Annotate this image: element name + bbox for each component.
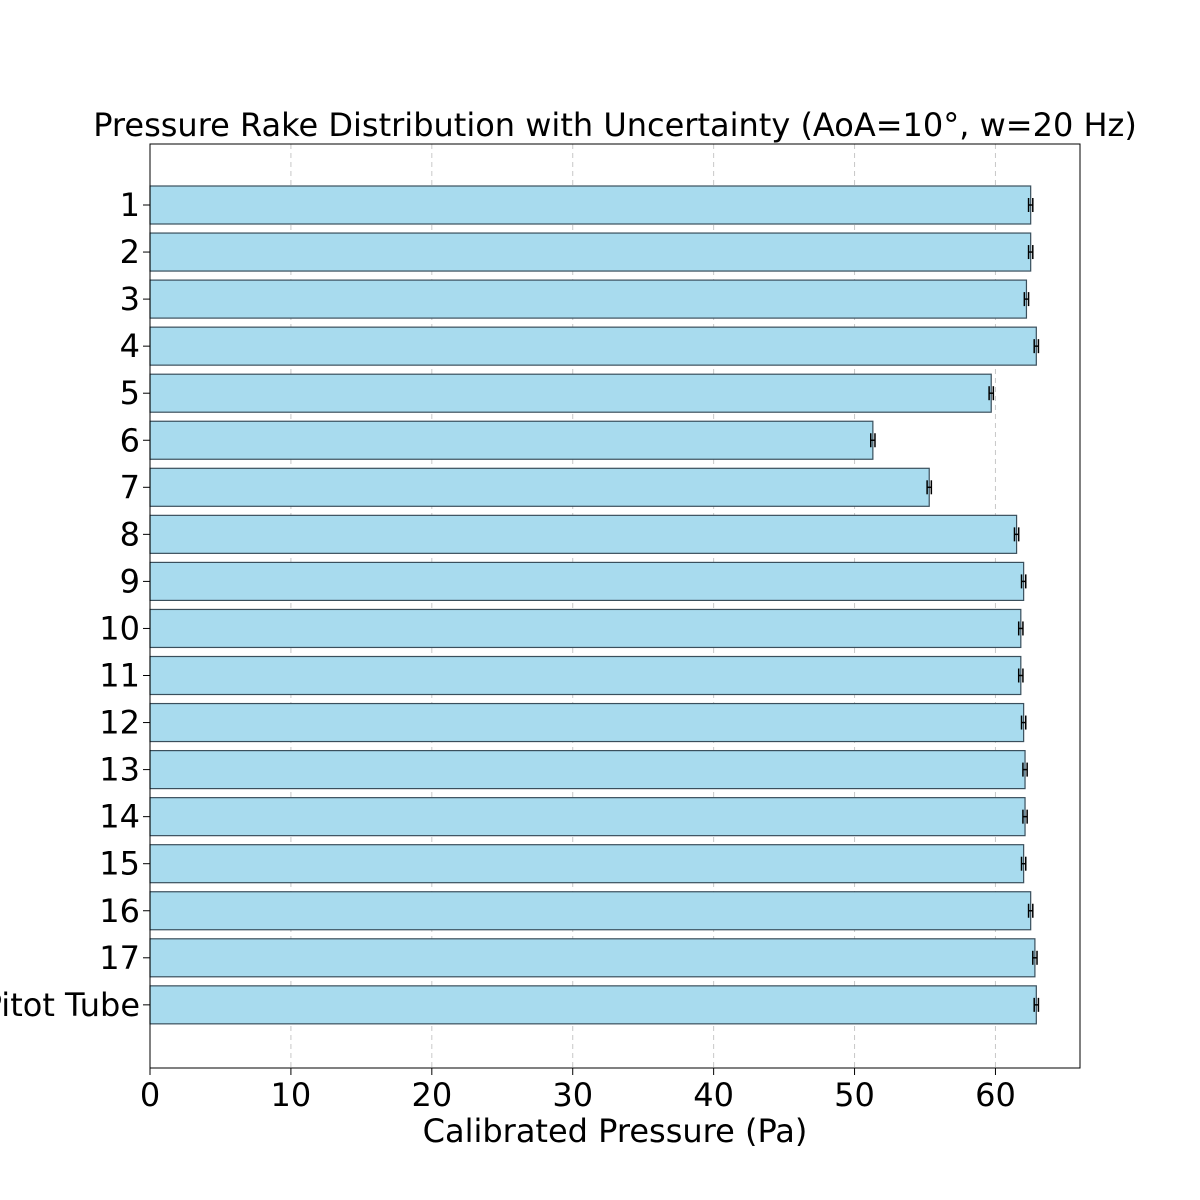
- y-tick-label: Pitot Tube: [0, 986, 140, 1024]
- error-bar: [926, 480, 933, 495]
- x-tick-label: 50: [834, 1076, 875, 1114]
- x-tick-label: 40: [693, 1076, 734, 1114]
- bar: [149, 797, 1026, 837]
- bar: [149, 844, 1025, 884]
- error-bar: [870, 433, 876, 448]
- bar: [149, 232, 1032, 272]
- bar: [149, 891, 1032, 931]
- chart-title: Pressure Rake Distribution with Uncertai…: [93, 106, 1137, 144]
- y-tick-label: 17: [99, 939, 140, 977]
- error-bar: [1023, 292, 1030, 307]
- y-tick-label: 2: [120, 233, 140, 271]
- error-bar: [1020, 715, 1027, 730]
- x-axis-ticks: 0 10 20 30 40 50 60: [140, 1068, 1016, 1114]
- y-tick-label: 15: [99, 845, 140, 883]
- error-bar: [1017, 668, 1024, 683]
- bar: [149, 985, 1037, 1025]
- bar: [149, 420, 874, 460]
- y-tick-label: 11: [99, 657, 140, 695]
- bar: [149, 279, 1028, 319]
- bar: [149, 326, 1037, 366]
- bar: [149, 655, 1022, 696]
- y-tick-label: 1: [120, 186, 140, 224]
- bar: [149, 608, 1022, 649]
- y-tick-label: 10: [99, 609, 140, 647]
- bar: [149, 185, 1032, 225]
- y-tick-label: 12: [99, 704, 140, 742]
- bar: [149, 938, 1036, 978]
- error-bar: [1027, 198, 1034, 212]
- error-bar: [1020, 574, 1027, 589]
- y-tick-label: 4: [120, 327, 140, 365]
- y-tick-label: 14: [99, 798, 140, 836]
- error-bars-layer: [870, 198, 1040, 1012]
- error-bar: [988, 386, 995, 401]
- error-bar: [1017, 621, 1024, 636]
- y-tick-label: 13: [99, 751, 140, 789]
- error-bar: [1027, 245, 1034, 260]
- bar: [149, 749, 1026, 790]
- y-axis-ticks: 1234567891011121314151617Pitot Tube: [0, 186, 150, 1024]
- error-bar: [1022, 809, 1028, 824]
- bar: [149, 467, 930, 507]
- x-tick-label: 0: [140, 1076, 160, 1114]
- x-tick-label: 30: [552, 1076, 593, 1114]
- error-bar: [1032, 950, 1038, 965]
- error-bar: [1033, 997, 1040, 1012]
- y-tick-label: 5: [120, 374, 140, 412]
- y-tick-label: 9: [120, 562, 140, 600]
- y-tick-label: 3: [120, 280, 140, 318]
- bars-layer: [149, 185, 1037, 1025]
- error-bar: [1013, 527, 1020, 542]
- y-tick-label: 16: [99, 892, 140, 930]
- x-axis-label: Calibrated Pressure (Pa): [423, 1112, 808, 1150]
- error-bar: [1020, 856, 1027, 871]
- y-tick-label: 7: [120, 468, 140, 506]
- x-tick-label: 60: [975, 1076, 1016, 1114]
- error-bar: [1033, 339, 1040, 354]
- bar: [149, 702, 1025, 743]
- x-tick-label: 20: [411, 1076, 452, 1114]
- bar: [149, 373, 992, 413]
- y-tick-label: 8: [120, 515, 140, 553]
- error-bar: [1027, 903, 1034, 918]
- bar: [149, 514, 1018, 554]
- bar: [149, 561, 1025, 602]
- x-tick-label: 10: [271, 1076, 312, 1114]
- plot-frame: [149, 143, 1081, 1069]
- y-tick-label: 6: [120, 421, 140, 459]
- error-bar: [1022, 762, 1028, 777]
